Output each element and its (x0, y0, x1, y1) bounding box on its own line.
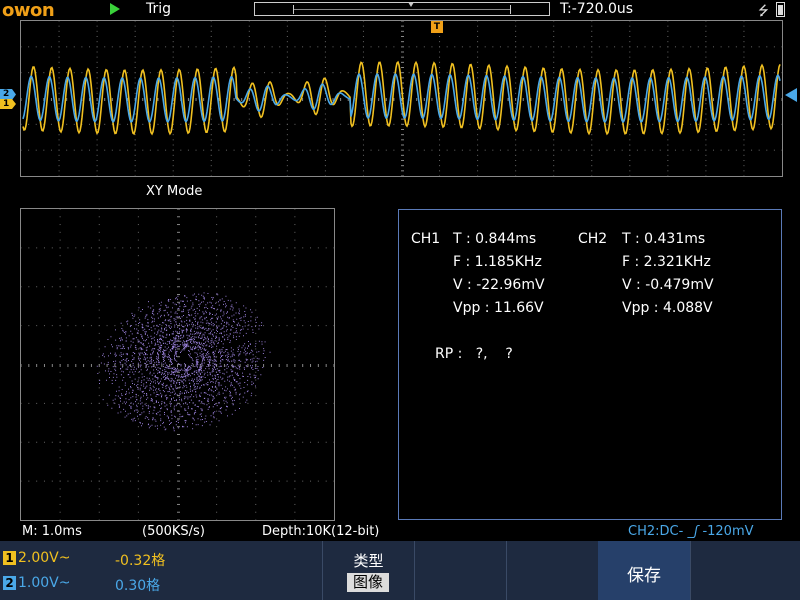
trigger-status: Trig (146, 1, 172, 17)
trigger-info: CH2:DC- _ʃ -120mV (628, 524, 754, 539)
trigger-source-coupling: CH2:DC- (628, 524, 684, 539)
menu-key-3[interactable] (415, 541, 506, 600)
ch1-mean-voltage: V : -22.96mV (453, 277, 545, 293)
ch2-status[interactable]: 2 1.00V~ (3, 575, 70, 591)
status-bar (0, 0, 800, 20)
xy-plot (20, 208, 335, 521)
ch2-vpp: Vpp : 4.088V (622, 300, 713, 316)
ch1-offset: -0.32格 (115, 553, 166, 569)
xy-graticule (21, 209, 334, 520)
rp-readout: RP : ?, ? (435, 346, 513, 362)
ch1-status[interactable]: 1 2.00V~ (3, 550, 70, 566)
timebase-readout: M: 1.0ms (22, 524, 82, 539)
save-button-label: 保存 (627, 566, 661, 586)
sample-rate-readout: (500KS/s) (142, 524, 205, 539)
usb-icon: ⭍ (758, 4, 769, 19)
memory-position-bar[interactable] (254, 2, 550, 16)
type-menu-key[interactable]: 类型 图像 (323, 541, 414, 600)
ch2-frequency: F : 2.321KHz (622, 254, 711, 270)
type-menu-label: 类型 (353, 552, 384, 570)
ch2-offset: 0.30格 (115, 578, 161, 594)
brand-logo: owon (2, 0, 55, 21)
battery-icon (776, 2, 785, 17)
run-state-icon[interactable] (110, 3, 120, 15)
xy-trace (96, 292, 271, 432)
waveform-window[interactable] (20, 20, 783, 177)
save-button[interactable]: 保存 (598, 541, 690, 600)
xy-mode-label: XY Mode (146, 184, 203, 199)
ch2-period: T : 0.431ms (622, 231, 706, 247)
menu-key-6[interactable] (691, 541, 800, 600)
measurement-panel: CH1 T : 0.844ms F : 1.185KHz V : -22.96m… (398, 209, 782, 520)
ch2-level-marker[interactable]: 2 (0, 89, 16, 100)
ch2-waveform (22, 72, 781, 124)
memory-depth-readout: Depth:10K(12-bit) (262, 524, 380, 539)
ch1-number-badge: 1 (3, 551, 16, 565)
ch2-number-badge: 2 (3, 576, 16, 590)
trigger-level-value: -120mV (702, 524, 754, 539)
ch1-level-marker[interactable]: 1 (0, 99, 16, 109)
rising-edge-icon: _ʃ (687, 524, 699, 539)
ch1-label: CH1 (411, 231, 441, 247)
trigger-time-marker[interactable]: T (431, 21, 443, 33)
time-offset: T:-720.0us (560, 1, 634, 17)
menu-key-4[interactable] (507, 541, 598, 600)
ch1-volts-div: 2.00V~ (18, 550, 71, 566)
trigger-position-icon (408, 2, 414, 7)
ch1-frequency: F : 1.185KHz (453, 254, 542, 270)
trigger-level-marker[interactable] (785, 88, 797, 102)
ch2-volts-div: 1.00V~ (18, 575, 71, 591)
ch2-label: CH2 (578, 231, 608, 247)
ch2-mean-voltage: V : -0.479mV (622, 277, 714, 293)
type-menu-value: 图像 (347, 573, 389, 592)
waveform-grid (21, 21, 782, 176)
ch1-vpp: Vpp : 11.66V (453, 300, 544, 316)
ch1-period: T : 0.844ms (453, 231, 537, 247)
